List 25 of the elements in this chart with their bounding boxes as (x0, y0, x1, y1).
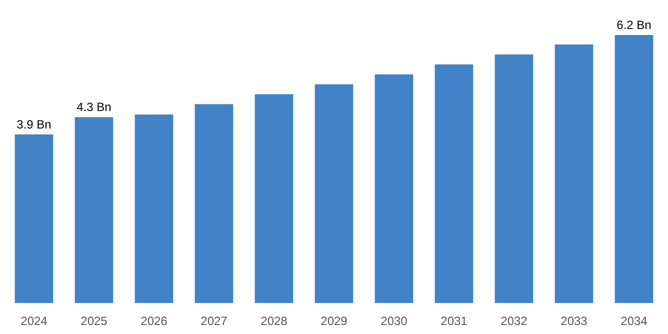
x-tick-label: 2031 (440, 314, 468, 328)
bar (14, 134, 54, 303)
x-tick-label: 2033 (560, 314, 588, 328)
bar (314, 84, 354, 303)
data-label: 3.9 Bn (16, 117, 52, 132)
bar (254, 94, 294, 303)
bar (434, 64, 474, 303)
x-tick-label: 2025 (80, 314, 108, 328)
bar (194, 104, 234, 303)
x-tick-label: 2032 (500, 314, 528, 328)
bar (74, 117, 114, 303)
bar (494, 54, 534, 303)
bar (134, 114, 174, 303)
data-label: 4.3 Bn (76, 100, 112, 114)
x-tick-label: 2029 (320, 314, 348, 328)
x-tick-label: 2026 (140, 314, 168, 328)
bar (374, 74, 414, 303)
x-tick-label: 2027 (200, 314, 228, 328)
bar (614, 35, 654, 303)
x-tick-label: 2024 (20, 314, 48, 328)
x-tick-label: 2030 (380, 314, 408, 328)
x-tick-label: 2034 (620, 314, 648, 328)
x-tick-label: 2028 (260, 314, 288, 328)
bar (554, 44, 594, 303)
data-label: 6.2 Bn (616, 18, 652, 32)
